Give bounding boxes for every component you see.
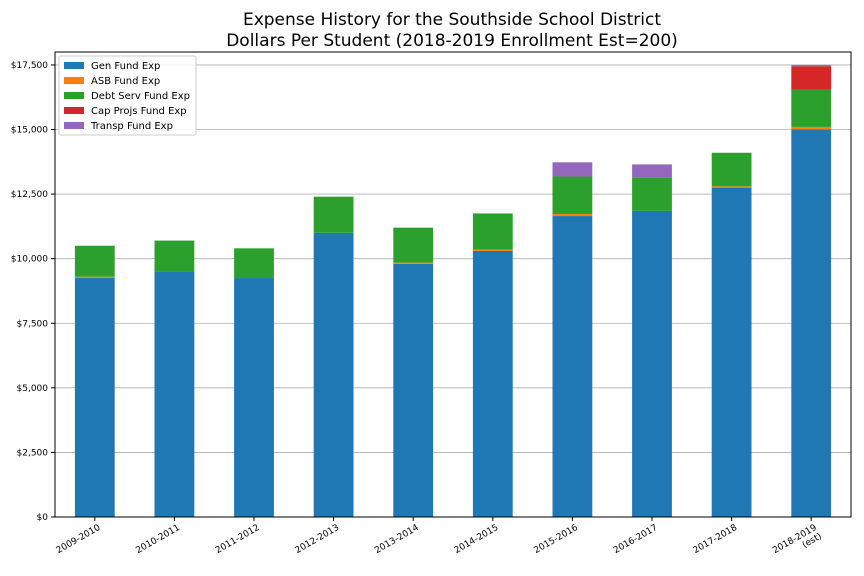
legend-swatch (64, 92, 84, 99)
bar-stack (74, 245, 115, 517)
bar-segment (711, 152, 752, 187)
bars (74, 64, 832, 518)
bar-segment (472, 213, 513, 250)
legend-label: ASB Fund Exp (91, 76, 160, 87)
bar-segment (632, 210, 672, 517)
x-tick-label: 2010-2011 (134, 523, 181, 556)
y-tick-label: $17,500 (11, 61, 48, 71)
x-tick-label: 2009-2010 (55, 523, 103, 556)
bar-segment (711, 187, 752, 517)
bar-segment (791, 126, 832, 130)
bar-segment (234, 278, 274, 517)
x-tick-label-line: 2017-2018 (692, 523, 740, 556)
y-tick-label: $10,000 (11, 255, 48, 265)
legend-label: Gen Fund Exp (91, 61, 160, 72)
bar-segment (632, 177, 672, 211)
bar-segment (791, 129, 832, 517)
plot-frame (54, 51, 852, 518)
bar-stack (154, 240, 195, 517)
bar-stack (472, 213, 513, 517)
x-axis: 2009-2010 2010-2011 2011-2012 2012-2013 2013… (55, 517, 824, 565)
legend-item: ASB Fund Exp (64, 76, 160, 87)
bar-segment (632, 164, 672, 178)
legend-item: Gen Fund Exp (64, 61, 160, 72)
bar-stack (313, 196, 354, 518)
bar-segment (74, 276, 115, 279)
bar-stack (791, 64, 832, 517)
x-tick-label: 2015-2016 (532, 523, 580, 556)
y-tick-label: $7,500 (17, 319, 49, 329)
x-tick-label-line: 2010-2011 (134, 523, 181, 556)
x-tick-label-line: 2013-2014 (373, 523, 421, 556)
y-tick-label: $0 (37, 513, 49, 523)
legend-box (58, 55, 197, 136)
bar-stack (552, 162, 593, 517)
bar-segment (472, 249, 513, 251)
x-tick-label: 2018-2019(est) (771, 523, 824, 565)
bar-segment (154, 240, 195, 272)
y-tick-label: $15,000 (11, 126, 48, 136)
chart-title: Expense History for the Southside School… (243, 10, 661, 30)
bar-stack (632, 164, 672, 517)
bar-segment (313, 196, 354, 233)
bar-stack (393, 227, 434, 517)
bar-stack (711, 152, 752, 517)
legend-label: Debt Serv Fund Exp (91, 91, 190, 102)
legend: Gen Fund Exp ASB Fund Exp Debt Serv Fund E… (58, 55, 197, 136)
y-tick-label: $12,500 (11, 190, 48, 200)
x-tick-label: 2014-2015 (453, 523, 500, 556)
legend-swatch (64, 77, 84, 84)
bar-segment (791, 89, 832, 127)
legend-swatch (64, 62, 84, 69)
chart-subtitle: Dollars Per Student (2018-2019 Enrollmen… (226, 31, 678, 51)
x-tick-label-line: 2015-2016 (532, 523, 580, 556)
bar-segment (791, 66, 832, 90)
bar-segment (552, 213, 593, 217)
bar-segment (393, 262, 434, 264)
legend-label: Transp Fund Exp (90, 121, 173, 132)
bar-segment (711, 186, 752, 188)
legend-item: Transp Fund Exp (64, 121, 173, 132)
bar-segment (552, 216, 593, 517)
x-tick-label: 2013-2014 (373, 523, 421, 556)
x-tick-label-line: 2011-2012 (214, 523, 261, 556)
x-tick-label: 2011-2012 (214, 523, 261, 556)
bar-segment (472, 250, 513, 517)
x-tick-label: 2017-2018 (692, 523, 740, 556)
x-tick-label-line: 2014-2015 (453, 523, 500, 556)
bar-stack (234, 248, 274, 517)
legend-swatch (64, 107, 84, 114)
x-tick-label-line: 2009-2010 (55, 523, 103, 556)
bar-segment (74, 278, 115, 517)
bar-segment (393, 227, 434, 263)
y-tick-label: $5,000 (17, 384, 49, 394)
x-tick-label: 2016-2017 (612, 523, 659, 556)
legend-item: Cap Projs Fund Exp (64, 106, 187, 117)
bar-segment (552, 162, 593, 177)
bar-segment (393, 263, 434, 517)
y-tick-label: $2,500 (17, 448, 49, 458)
legend-swatch (64, 122, 84, 129)
x-tick-label-line: 2012-2013 (294, 523, 341, 556)
bar-segment (74, 245, 115, 277)
legend-item: Debt Serv Fund Exp (64, 91, 190, 102)
bar-segment (234, 248, 274, 279)
x-tick-label: 2012-2013 (294, 523, 341, 556)
bar-segment (313, 232, 354, 518)
bar-segment (791, 64, 832, 67)
x-tick-label-line: 2016-2017 (612, 523, 659, 556)
bar-segment (552, 176, 593, 214)
y-axis: $0 $2,500 $5,000 $7,500 $10,000 $12,500 $15,00… (11, 61, 55, 523)
legend-label: Cap Projs Fund Exp (91, 106, 187, 117)
bar-segment (154, 271, 195, 517)
